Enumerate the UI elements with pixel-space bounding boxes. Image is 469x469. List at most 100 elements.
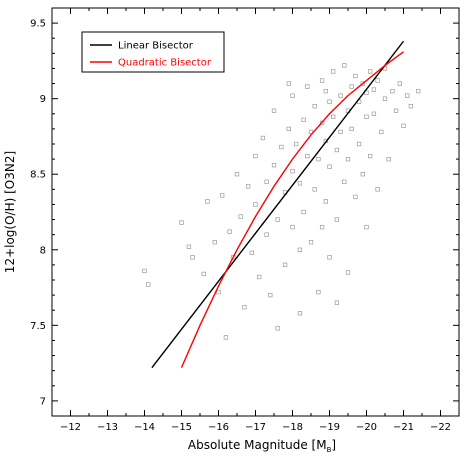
scatter-point — [331, 114, 336, 119]
scatter-point — [334, 217, 340, 222]
scatter-point — [405, 93, 410, 98]
x-tick-label: −12 — [60, 422, 81, 433]
scatter-point — [282, 262, 288, 268]
scatter-point — [323, 88, 328, 94]
scatter-point — [308, 240, 314, 245]
scatter-point — [253, 153, 258, 159]
scatter-point — [286, 126, 291, 132]
y-tick-label: 8 — [40, 245, 46, 256]
scatter-point — [234, 172, 240, 177]
scatter-point — [334, 300, 340, 305]
scatter-point — [223, 335, 229, 340]
scatter-point — [319, 224, 325, 230]
scatter-layer — [142, 63, 421, 340]
x-tick-label: −18 — [282, 422, 303, 433]
scatter-point — [268, 292, 273, 298]
scatter-point — [319, 120, 325, 125]
x-tick-label: −20 — [356, 422, 377, 433]
x-tick-label: −17 — [245, 422, 266, 433]
scatter-point — [271, 163, 277, 168]
scatter-point — [227, 229, 232, 234]
scatter-point — [275, 217, 280, 222]
legend: Linear Bisector Quadratic Bisector — [81, 31, 225, 73]
scatter-point — [264, 179, 269, 184]
scatter-point — [190, 255, 195, 260]
scatter-point — [353, 73, 358, 79]
legend-label-quadratic: Quadratic Bisector — [118, 58, 212, 69]
scatter-point — [345, 156, 351, 162]
scatter-point — [186, 244, 192, 249]
x-tick-label: −14 — [134, 422, 155, 433]
scatter-point — [379, 129, 384, 135]
scatter-point — [371, 111, 377, 116]
scatter-point — [220, 193, 225, 198]
scatter-point — [253, 202, 258, 207]
x-tick-label: −13 — [97, 422, 118, 433]
scatter-point — [257, 274, 262, 280]
scatter-point — [216, 289, 221, 295]
legend-label-linear: Linear Bisector — [118, 41, 194, 52]
scatter-point — [382, 96, 388, 101]
scatter-point — [312, 104, 317, 109]
scatter-point — [245, 184, 251, 189]
scatter-point — [301, 209, 306, 215]
scatter-point — [386, 156, 391, 162]
x-axis-title-close: ] — [331, 438, 336, 452]
y-tick-label: 7.5 — [30, 321, 46, 332]
x-axis-title: Absolute Magnitude [MB] — [188, 438, 336, 454]
scatter-point — [342, 63, 347, 68]
x-tick-label: −19 — [319, 422, 340, 433]
scatter-point — [316, 289, 321, 295]
scatter-point — [334, 147, 340, 153]
legend-box — [81, 31, 225, 73]
scatter-point — [275, 326, 280, 331]
scatter-point — [316, 156, 321, 162]
scatter-point — [416, 88, 421, 94]
scatter-point — [331, 69, 336, 74]
y-tick-label: 7 — [40, 396, 46, 407]
scatter-point — [305, 84, 310, 89]
scatter-point — [375, 187, 380, 192]
scatter-point — [345, 270, 351, 275]
y-tick-label: 8.5 — [30, 170, 46, 181]
scatter-point — [305, 153, 310, 159]
scatter-point — [264, 232, 269, 237]
quadratic-bisector-line — [180, 51, 404, 368]
y-tick-label: 9.5 — [30, 19, 46, 30]
scatter-point — [368, 69, 373, 74]
scatter-point — [364, 224, 369, 230]
scatter-point — [401, 123, 406, 129]
scatter-point — [327, 164, 332, 169]
scatter-point — [290, 224, 295, 230]
line-layer — [151, 40, 405, 369]
scatter-point — [338, 93, 343, 98]
scatter-point — [242, 305, 247, 310]
scatter-point — [297, 181, 303, 186]
scatter-point — [368, 153, 373, 159]
scatter-point — [301, 117, 306, 122]
scatter-point — [319, 78, 325, 83]
scatter-point — [364, 114, 369, 119]
scatter-point — [297, 247, 303, 252]
scatter-point — [408, 104, 414, 109]
scatter-point — [201, 271, 206, 277]
scatter-point — [360, 172, 365, 177]
y-tick-label: 9 — [40, 94, 46, 105]
x-tick-label: −15 — [171, 422, 192, 433]
scatter-point — [294, 141, 299, 147]
scatter-point — [290, 169, 295, 174]
scatter-point — [260, 135, 266, 141]
scatter-point — [360, 81, 365, 86]
scatter-point — [327, 99, 332, 104]
scatter-point — [290, 93, 295, 98]
y-axis-title: 12+log(O/H) [O3N2] — [3, 151, 17, 273]
scatter-point — [271, 108, 277, 113]
scatter-point — [356, 141, 362, 147]
linear-bisector-line — [151, 40, 405, 369]
scatter-point — [349, 84, 354, 89]
scatter-point — [179, 220, 184, 225]
scatter-point — [249, 250, 254, 255]
scatter-point — [146, 282, 151, 287]
scatter-point — [286, 81, 291, 86]
